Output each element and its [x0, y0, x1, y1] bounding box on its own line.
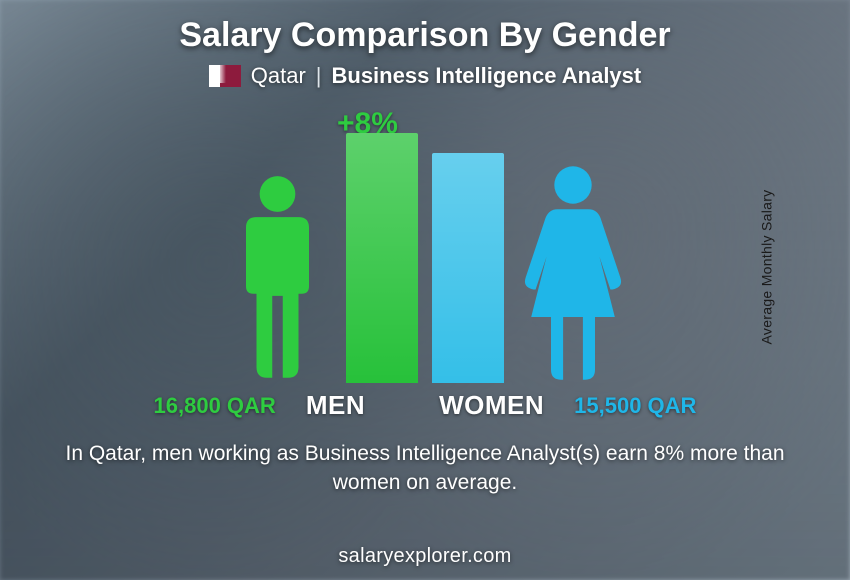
- page-title: Salary Comparison By Gender: [0, 0, 850, 55]
- category-men: MEN: [306, 390, 365, 421]
- bar-women: [432, 153, 504, 383]
- chart-area: +8% Average Monthly Salary: [0, 107, 850, 427]
- bar-men: [346, 133, 418, 383]
- role-label: Business Intelligence Analyst: [332, 63, 642, 89]
- female-icon: [518, 153, 628, 383]
- male-icon: [222, 153, 332, 383]
- salary-men: 16,800 QAR: [154, 393, 276, 419]
- infographic-container: Salary Comparison By Gender Qatar | Busi…: [0, 0, 850, 580]
- subtitle-row: Qatar | Business Intelligence Analyst: [0, 63, 850, 89]
- labels-row: 16,800 QAR MEN WOMEN 15,500 QAR: [0, 390, 850, 421]
- caption-text: In Qatar, men working as Business Intell…: [60, 439, 790, 498]
- chart-figures: [0, 133, 850, 383]
- salary-women: 15,500 QAR: [574, 393, 696, 419]
- country-label: Qatar: [251, 63, 306, 89]
- separator: |: [316, 63, 322, 89]
- qatar-flag-icon: [209, 65, 241, 87]
- category-women: WOMEN: [439, 390, 544, 421]
- footer-source: salaryexplorer.com: [0, 545, 850, 568]
